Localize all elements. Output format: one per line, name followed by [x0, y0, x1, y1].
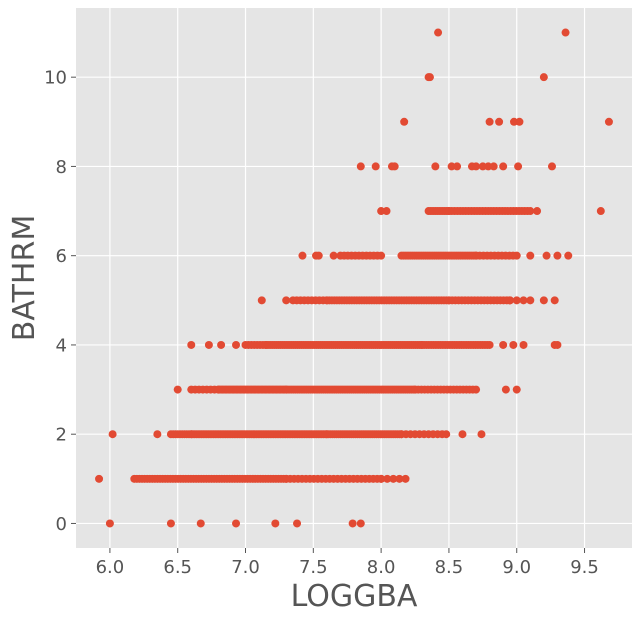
data-point [187, 340, 196, 349]
y-axis-title: BATHRM [7, 215, 42, 341]
data-point [458, 430, 467, 439]
data-point [515, 117, 524, 126]
data-point [539, 296, 548, 305]
data-point [472, 162, 481, 171]
data-point [108, 430, 117, 439]
data-point [356, 162, 365, 171]
data-point [477, 430, 486, 439]
data-point [293, 519, 302, 528]
data-point [485, 117, 494, 126]
data-point [282, 296, 291, 305]
data-point [314, 251, 323, 260]
x-tick-label: 9.0 [502, 557, 531, 578]
data-point [438, 430, 447, 439]
data-point [377, 474, 386, 483]
data-point [519, 340, 528, 349]
data-point [390, 162, 399, 171]
x-tick-label: 7.5 [299, 557, 328, 578]
data-point [434, 28, 443, 37]
data-point [401, 474, 410, 483]
y-tick-label: 0 [56, 514, 67, 535]
grid-lines [76, 8, 632, 548]
data-point [196, 519, 205, 528]
data-point [526, 251, 535, 260]
data-point [489, 162, 498, 171]
data-point [217, 340, 226, 349]
plot-background [76, 8, 632, 548]
data-points [95, 28, 613, 528]
x-tick-label: 9.5 [570, 557, 599, 578]
data-point [382, 207, 391, 216]
y-tick-label: 6 [56, 246, 67, 267]
data-point [553, 251, 562, 260]
data-point [539, 73, 548, 82]
data-point [495, 117, 504, 126]
x-tick-label: 6.5 [163, 557, 192, 578]
data-point [105, 519, 114, 528]
data-point [232, 519, 241, 528]
data-point [395, 474, 404, 483]
data-point [512, 296, 521, 305]
data-point [166, 519, 175, 528]
y-axis-ticks: 0 2 4 6 8 10 [44, 68, 76, 535]
x-tick-label: 7.0 [231, 557, 260, 578]
data-point [514, 162, 523, 171]
data-point [485, 340, 494, 349]
data-point [232, 340, 241, 349]
data-point [431, 162, 440, 171]
x-tick-label: 8.5 [435, 557, 464, 578]
y-tick-label: 8 [56, 157, 67, 178]
data-point [453, 162, 462, 171]
data-point [542, 251, 551, 260]
data-point [519, 296, 528, 305]
data-point [512, 251, 521, 260]
data-point [564, 251, 573, 260]
data-point [501, 385, 510, 394]
x-axis-ticks: 6.0 6.5 7.0 7.5 8.0 8.5 9.0 9.5 [96, 548, 599, 578]
data-point [526, 207, 535, 216]
data-point [499, 340, 508, 349]
data-point [204, 340, 213, 349]
data-point [526, 296, 535, 305]
data-point [596, 207, 605, 216]
data-point [604, 117, 613, 126]
x-axis-title: LOGGBA [291, 579, 418, 614]
data-point [533, 207, 542, 216]
data-point [512, 385, 521, 394]
data-point [95, 474, 104, 483]
x-tick-label: 6.0 [96, 557, 125, 578]
data-point [400, 117, 409, 126]
data-point [383, 474, 392, 483]
data-point [356, 519, 365, 528]
data-point [153, 430, 162, 439]
data-point [561, 28, 570, 37]
data-point [377, 251, 386, 260]
y-tick-label: 2 [56, 425, 67, 446]
data-point [271, 519, 280, 528]
data-point [499, 162, 508, 171]
data-point [472, 385, 481, 394]
data-point [298, 251, 307, 260]
data-point [173, 385, 182, 394]
data-point [509, 340, 518, 349]
data-point [257, 296, 266, 305]
y-tick-label: 4 [56, 335, 67, 356]
data-point [425, 73, 434, 82]
data-point [550, 296, 559, 305]
y-tick-label: 10 [44, 68, 67, 89]
data-point [505, 296, 514, 305]
data-point [348, 519, 357, 528]
data-point [329, 251, 338, 260]
data-point [547, 162, 556, 171]
data-point [389, 474, 398, 483]
data-point [553, 340, 562, 349]
x-tick-label: 8.0 [367, 557, 396, 578]
data-point [371, 162, 380, 171]
